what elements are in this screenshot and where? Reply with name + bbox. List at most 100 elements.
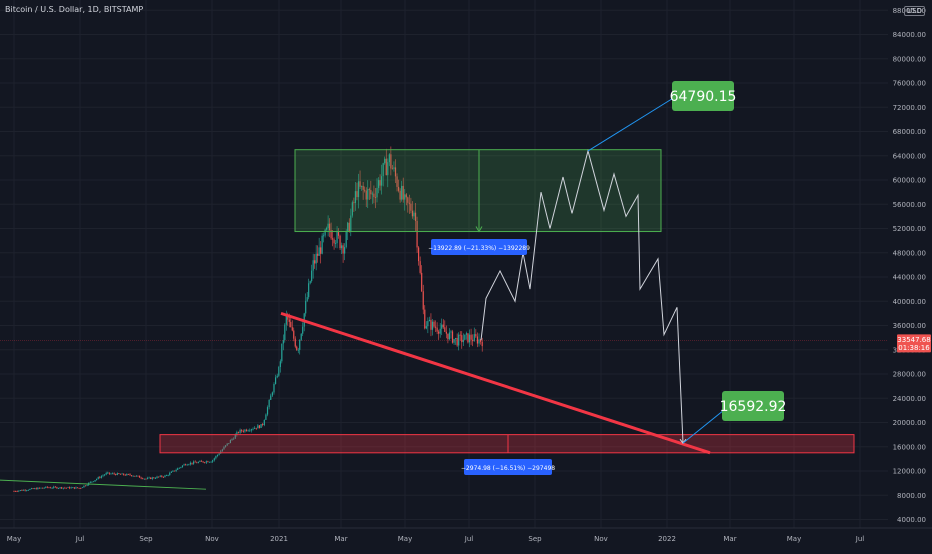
candle-body bbox=[124, 474, 126, 476]
candle-body bbox=[270, 395, 272, 400]
candle-body bbox=[129, 474, 131, 476]
x-tick-label: Jul bbox=[75, 535, 85, 543]
candle-body bbox=[263, 419, 265, 426]
x-tick-label: Nov bbox=[205, 535, 219, 543]
candle-body bbox=[334, 243, 337, 244]
candle-body bbox=[418, 247, 420, 262]
x-tick-label: Mar bbox=[334, 535, 347, 543]
candle-body bbox=[336, 231, 338, 244]
candle-body bbox=[359, 181, 361, 187]
x-tick-label: Nov bbox=[594, 535, 608, 543]
candle-body bbox=[215, 456, 217, 459]
y-tick-label: 8000.00 bbox=[897, 492, 926, 500]
top-zone-box bbox=[294, 149, 662, 233]
candle-body bbox=[281, 343, 283, 362]
candle-body bbox=[285, 314, 287, 325]
candle-body bbox=[49, 487, 52, 489]
candle-body bbox=[19, 490, 21, 491]
candle-body bbox=[153, 477, 155, 479]
candle-body bbox=[234, 434, 236, 439]
candle-body bbox=[424, 309, 426, 329]
candle-body bbox=[447, 333, 449, 340]
candle-body bbox=[247, 430, 249, 432]
y-tick-label: 88000.00 bbox=[893, 7, 926, 15]
candle-body bbox=[376, 187, 378, 198]
candle-body bbox=[397, 186, 400, 191]
candle-body bbox=[257, 425, 259, 429]
candle-body bbox=[266, 407, 269, 415]
candle-body bbox=[321, 235, 323, 254]
candle-body bbox=[312, 260, 314, 271]
candle-body bbox=[308, 283, 310, 298]
candle-body bbox=[387, 162, 389, 176]
candle-body bbox=[115, 474, 117, 476]
candle-body bbox=[59, 487, 61, 489]
y-tick-label: 56000.00 bbox=[893, 201, 926, 209]
candle-body bbox=[207, 461, 209, 463]
candle-body bbox=[237, 432, 240, 433]
candle-body bbox=[208, 461, 211, 463]
target-label-box bbox=[672, 81, 734, 111]
candle-body bbox=[448, 332, 451, 340]
candle-body bbox=[381, 176, 383, 186]
candle-body bbox=[384, 158, 386, 164]
candle-body bbox=[278, 366, 280, 376]
candle-body bbox=[431, 321, 434, 330]
candle-body bbox=[159, 475, 161, 477]
y-tick-label: 44000.00 bbox=[893, 274, 926, 282]
candle-body bbox=[444, 327, 446, 332]
candle-body bbox=[445, 331, 447, 334]
candle-body bbox=[340, 245, 343, 249]
candle-body bbox=[37, 487, 39, 490]
candle-body bbox=[16, 491, 18, 493]
candle-body bbox=[476, 336, 479, 344]
candle-body bbox=[337, 231, 340, 236]
candle-body bbox=[351, 202, 353, 216]
candle-body bbox=[328, 223, 331, 231]
candle-body bbox=[56, 487, 58, 489]
candle-body bbox=[110, 473, 112, 475]
candle-body bbox=[241, 429, 243, 432]
candle-body bbox=[317, 253, 319, 256]
candle-body bbox=[121, 473, 123, 475]
candle-body bbox=[475, 334, 477, 337]
candle-body bbox=[421, 272, 423, 292]
candle-body bbox=[274, 377, 277, 384]
candle-body bbox=[245, 429, 248, 431]
candle-body bbox=[100, 476, 103, 478]
candle-body bbox=[173, 470, 176, 472]
candle-body bbox=[288, 319, 290, 322]
candle-body bbox=[223, 446, 225, 450]
candle-body bbox=[231, 438, 233, 440]
candle-body bbox=[239, 429, 241, 433]
candle-body bbox=[459, 334, 461, 336]
x-tick-label: Jul bbox=[464, 535, 474, 543]
candle-body bbox=[339, 235, 341, 249]
candle-body bbox=[258, 425, 261, 428]
candle-body bbox=[165, 475, 168, 476]
candle-body bbox=[186, 464, 188, 466]
candle-body bbox=[348, 222, 350, 232]
candle-body bbox=[65, 487, 68, 489]
candle-body bbox=[81, 487, 83, 489]
y-tick-label: 80000.00 bbox=[893, 55, 926, 63]
y-tick-label: 24000.00 bbox=[893, 395, 926, 403]
candle-body bbox=[86, 484, 88, 486]
candle-body bbox=[320, 247, 322, 254]
descending-trendline bbox=[280, 311, 711, 455]
candle-body bbox=[414, 212, 417, 221]
currency-badge[interactable]: USD bbox=[904, 6, 925, 16]
candle-body bbox=[108, 472, 110, 474]
candle-body bbox=[265, 414, 267, 420]
candle-body bbox=[97, 477, 99, 479]
candle-body bbox=[34, 488, 36, 490]
candle-body bbox=[169, 472, 171, 476]
candle-body bbox=[111, 473, 114, 475]
candle-body bbox=[456, 338, 458, 346]
candle-body bbox=[181, 465, 184, 468]
candle-body bbox=[362, 185, 364, 190]
candle-body bbox=[137, 475, 139, 477]
countdown-label: 01:38:16 bbox=[898, 344, 930, 352]
